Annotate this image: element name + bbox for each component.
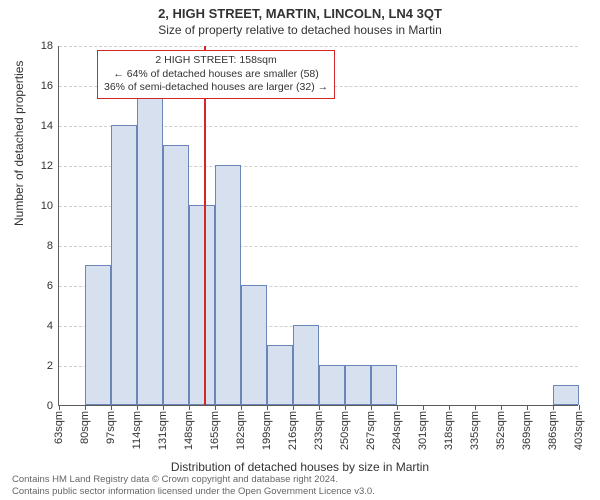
x-tick-mark (137, 405, 138, 410)
x-tick-mark (189, 405, 190, 410)
caption-line2: Contains public sector information licen… (12, 486, 375, 498)
x-tick-mark (163, 405, 164, 410)
y-axis-label: Number of detached properties (12, 61, 26, 226)
x-tick-label: 369sqm (521, 411, 533, 450)
y-tick-label: 18 (41, 40, 53, 52)
y-tick-label: 4 (47, 320, 53, 332)
y-tick-label: 10 (41, 200, 53, 212)
x-tick-mark (475, 405, 476, 410)
y-tick-label: 14 (41, 120, 53, 132)
histogram-bar (85, 265, 111, 405)
x-tick-mark (59, 405, 60, 410)
x-tick-mark (397, 405, 398, 410)
x-tick-label: 267sqm (365, 411, 377, 450)
x-tick-mark (215, 405, 216, 410)
grid-line (59, 46, 578, 47)
x-tick-mark (527, 405, 528, 410)
x-tick-label: 165sqm (209, 411, 221, 450)
x-tick-mark (267, 405, 268, 410)
chart-container: 2, HIGH STREET, MARTIN, LINCOLN, LN4 3QT… (0, 0, 600, 500)
x-tick-label: 386sqm (547, 411, 559, 450)
x-tick-mark (579, 405, 580, 410)
caption-line1: Contains HM Land Registry data © Crown c… (12, 474, 375, 486)
x-tick-label: 182sqm (235, 411, 247, 450)
x-tick-mark (553, 405, 554, 410)
plot-area: 02468101214161863sqm80sqm97sqm114sqm131s… (58, 46, 578, 406)
chart-title: 2, HIGH STREET, MARTIN, LINCOLN, LN4 3QT (0, 0, 600, 21)
reference-line (204, 46, 206, 405)
x-tick-mark (85, 405, 86, 410)
x-tick-label: 80sqm (79, 411, 91, 444)
histogram-bar (111, 125, 137, 405)
histogram-bar (319, 365, 345, 405)
y-tick-label: 2 (47, 360, 53, 372)
x-tick-mark (345, 405, 346, 410)
x-tick-label: 97sqm (105, 411, 117, 444)
histogram-bar (137, 95, 163, 405)
histogram-bar (345, 365, 371, 405)
x-tick-mark (241, 405, 242, 410)
x-tick-mark (319, 405, 320, 410)
x-tick-mark (501, 405, 502, 410)
annotation-box: 2 HIGH STREET: 158sqm ← 64% of detached … (97, 50, 335, 99)
histogram-bar (241, 285, 267, 405)
histogram-bar (163, 145, 189, 405)
histogram-bar (189, 205, 215, 405)
x-tick-label: 335sqm (469, 411, 481, 450)
histogram-bar (215, 165, 241, 405)
x-tick-label: 148sqm (183, 411, 195, 450)
y-tick-label: 16 (41, 80, 53, 92)
x-tick-label: 233sqm (313, 411, 325, 450)
y-tick-label: 8 (47, 240, 53, 252)
chart-caption: Contains HM Land Registry data © Crown c… (12, 474, 375, 498)
histogram-bar (293, 325, 319, 405)
x-tick-label: 250sqm (339, 411, 351, 450)
chart-subtitle: Size of property relative to detached ho… (0, 21, 600, 37)
x-tick-label: 403sqm (573, 411, 585, 450)
histogram-bar (553, 385, 579, 405)
x-tick-label: 199sqm (261, 411, 273, 450)
x-tick-label: 114sqm (131, 411, 143, 449)
x-tick-label: 216sqm (287, 411, 299, 450)
x-tick-label: 301sqm (417, 411, 429, 450)
x-tick-mark (371, 405, 372, 410)
histogram-bar (267, 345, 293, 405)
x-tick-label: 131sqm (157, 411, 169, 450)
x-tick-label: 352sqm (495, 411, 507, 450)
x-tick-mark (293, 405, 294, 410)
histogram-bar (371, 365, 397, 405)
x-tick-mark (111, 405, 112, 410)
annotation-line1: 2 HIGH STREET: 158sqm (104, 54, 328, 68)
y-tick-label: 6 (47, 280, 53, 292)
x-tick-mark (449, 405, 450, 410)
x-tick-mark (423, 405, 424, 410)
x-tick-label: 63sqm (53, 411, 65, 444)
x-axis-label: Distribution of detached houses by size … (0, 460, 600, 474)
x-tick-label: 284sqm (391, 411, 403, 450)
x-tick-label: 318sqm (443, 411, 455, 450)
y-tick-label: 12 (41, 160, 53, 172)
annotation-line2: ← 64% of detached houses are smaller (58… (104, 68, 328, 82)
annotation-line3: 36% of semi-detached houses are larger (… (104, 81, 328, 95)
